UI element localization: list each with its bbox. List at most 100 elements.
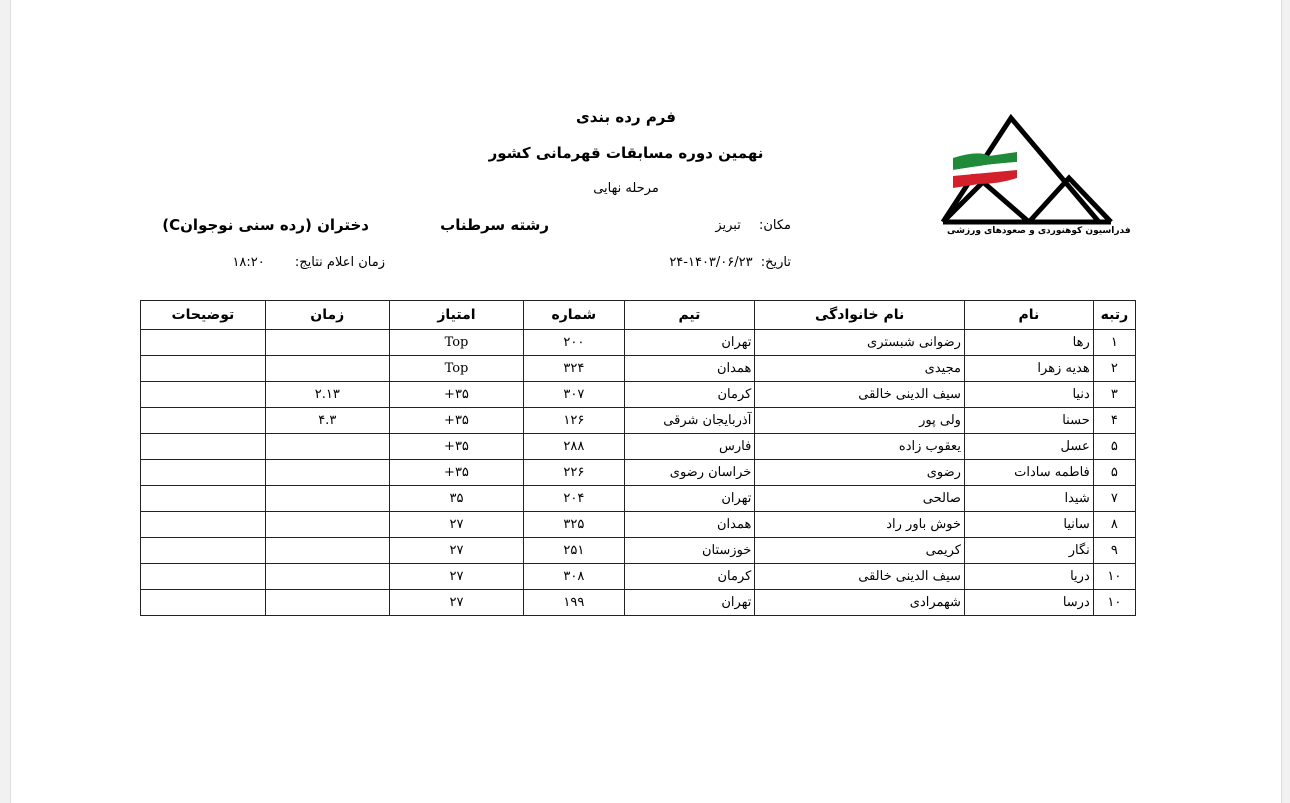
stage-label: مرحله نهایی xyxy=(593,181,659,196)
cell-last-name: خوش باور راد xyxy=(754,511,965,538)
column-header-first-name: نام xyxy=(963,300,1094,330)
column-header-team: تیم xyxy=(623,300,756,330)
cell-number: ۳۰۷ xyxy=(523,381,625,408)
cell-rank: ۴ xyxy=(1092,407,1137,434)
cell-rank: ۱۰ xyxy=(1092,589,1137,616)
cell-last-name: سیف الدینی خالقی xyxy=(754,563,965,590)
column-header-score: امتیاز xyxy=(388,300,525,330)
cell-team: کرمان xyxy=(623,563,756,590)
cell-first-name: نگار xyxy=(963,537,1094,564)
cell-time xyxy=(264,329,390,356)
table-row: ۸ سانیا خوش باور راد همدان ۳۲۵ ۲۷ xyxy=(140,511,1137,538)
cell-rank: ۵ xyxy=(1092,433,1137,460)
cell-team: فارس xyxy=(623,433,756,460)
table-row: ۱۰ درسا شهمرادی تهران ۱۹۹ ۲۷ xyxy=(140,589,1137,616)
cell-score: ۳۵+ xyxy=(388,433,525,460)
ranking-table: رتبه نام نام خانوادگی تیم شماره امتیاز زمان توض… xyxy=(140,300,1137,616)
cell-rank: ۷ xyxy=(1092,485,1137,512)
cell-score: Top xyxy=(388,329,525,356)
date-label: تاریخ: xyxy=(760,255,791,270)
cell-number: ۲۰۴ xyxy=(523,485,625,512)
cell-time xyxy=(264,589,390,616)
cell-team: تهران xyxy=(623,485,756,512)
column-header-number: شماره xyxy=(523,300,625,330)
cell-notes xyxy=(140,329,266,356)
cell-last-name: رضوانی شبستری xyxy=(754,329,965,356)
cell-time xyxy=(264,355,390,382)
cell-notes xyxy=(140,563,266,590)
cell-first-name: فاطمه سادات xyxy=(963,459,1094,486)
cell-time xyxy=(264,485,390,512)
cell-rank: ۸ xyxy=(1092,511,1137,538)
table-row: ۱ رها رضوانی شبستری تهران ۲۰۰ Top xyxy=(140,329,1137,356)
cell-notes xyxy=(140,381,266,408)
table-row: ۵ عسل یعقوب زاده فارس ۲۸۸ ۳۵+ xyxy=(140,433,1137,460)
cell-time xyxy=(264,563,390,590)
column-header-notes: توضیحات xyxy=(140,300,266,330)
cell-time: ۴.۳ xyxy=(264,407,390,434)
cell-team: همدان xyxy=(623,355,756,382)
cell-score: ۲۷ xyxy=(388,511,525,538)
cell-rank: ۵ xyxy=(1092,459,1137,486)
cell-rank: ۳ xyxy=(1092,381,1137,408)
cell-score: ۲۷ xyxy=(388,563,525,590)
logo-text: فدراسیون کوهنوردی و صعودهای ورزشی xyxy=(947,226,1131,236)
cell-notes xyxy=(140,589,266,616)
competition-title: نهمین دوره مسابقات قهرمانی کشور xyxy=(488,144,764,162)
table-row: ۹ نگار کریمی خوزستان ۲۵۱ ۲۷ xyxy=(140,537,1137,564)
cell-last-name: مجیدی xyxy=(754,355,965,382)
cell-first-name: شیدا xyxy=(963,485,1094,512)
cell-rank: ۲ xyxy=(1092,355,1137,382)
column-header-last-name: نام خانوادگی xyxy=(754,300,965,330)
cell-rank: ۹ xyxy=(1092,537,1137,564)
location-value: تبریز xyxy=(715,218,741,233)
cell-team: خراسان رضوی xyxy=(623,459,756,486)
cell-team: تهران xyxy=(623,589,756,616)
table-row: ۳ دنیا سیف الدینی خالقی کرمان ۳۰۷ ۳۵+ ۲.۱۳ xyxy=(140,381,1137,408)
cell-team: کرمان xyxy=(623,381,756,408)
cell-time xyxy=(264,511,390,538)
cell-score: ۳۵+ xyxy=(388,459,525,486)
cell-last-name: رضوی xyxy=(754,459,965,486)
category: دختران (رده سنی نوجوانC) xyxy=(162,216,369,234)
cell-number: ۲۵۱ xyxy=(523,537,625,564)
cell-rank: ۱۰ xyxy=(1092,563,1137,590)
column-header-rank: رتبه xyxy=(1092,300,1137,330)
table-row: ۲ هدیه زهرا مجیدی همدان ۳۲۴ Top xyxy=(140,355,1137,382)
cell-last-name: شهمرادی xyxy=(754,589,965,616)
cell-first-name: هدیه زهرا xyxy=(963,355,1094,382)
cell-number: ۳۲۴ xyxy=(523,355,625,382)
table-row: ۷ شیدا صالحی تهران ۲۰۴ ۳۵ xyxy=(140,485,1137,512)
cell-number: ۳۰۸ xyxy=(523,563,625,590)
cell-time: ۲.۱۳ xyxy=(264,381,390,408)
date-value: ۱۴۰۳/۰۶/۲۳-۲۴ xyxy=(669,255,753,270)
cell-score: Top xyxy=(388,355,525,382)
cell-team: خوزستان xyxy=(623,537,756,564)
cell-number: ۳۲۵ xyxy=(523,511,625,538)
cell-last-name: صالحی xyxy=(754,485,965,512)
cell-time xyxy=(264,433,390,460)
cell-first-name: دنیا xyxy=(963,381,1094,408)
cell-number: ۱۹۹ xyxy=(523,589,625,616)
cell-notes xyxy=(140,355,266,382)
cell-first-name: حسنا xyxy=(963,407,1094,434)
cell-rank: ۱ xyxy=(1092,329,1137,356)
cell-team: همدان xyxy=(623,511,756,538)
location-label: مکان: xyxy=(758,218,791,233)
cell-team: آذربایجان شرقی xyxy=(623,407,756,434)
table-row: ۱۰ دریا سیف الدینی خالقی کرمان ۳۰۸ ۲۷ xyxy=(140,563,1137,590)
cell-score: ۲۷ xyxy=(388,589,525,616)
form-title: فرم رده بندی xyxy=(576,108,676,126)
cell-first-name: سانیا xyxy=(963,511,1094,538)
document-page: فرم رده بندی نهمین دوره مسابقات قهرمانی … xyxy=(10,0,1282,803)
cell-last-name: ولی پور xyxy=(754,407,965,434)
cell-last-name: یعقوب زاده xyxy=(754,433,965,460)
cell-team: تهران xyxy=(623,329,756,356)
cell-time xyxy=(264,537,390,564)
cell-number: ۲۸۸ xyxy=(523,433,625,460)
cell-number: ۱۲۶ xyxy=(523,407,625,434)
cell-last-name: کریمی xyxy=(754,537,965,564)
cell-first-name: درسا xyxy=(963,589,1094,616)
federation-logo: فدراسیون کوهنوردی و صعودهای ورزشی xyxy=(939,113,1131,242)
cell-number: ۲۲۶ xyxy=(523,459,625,486)
